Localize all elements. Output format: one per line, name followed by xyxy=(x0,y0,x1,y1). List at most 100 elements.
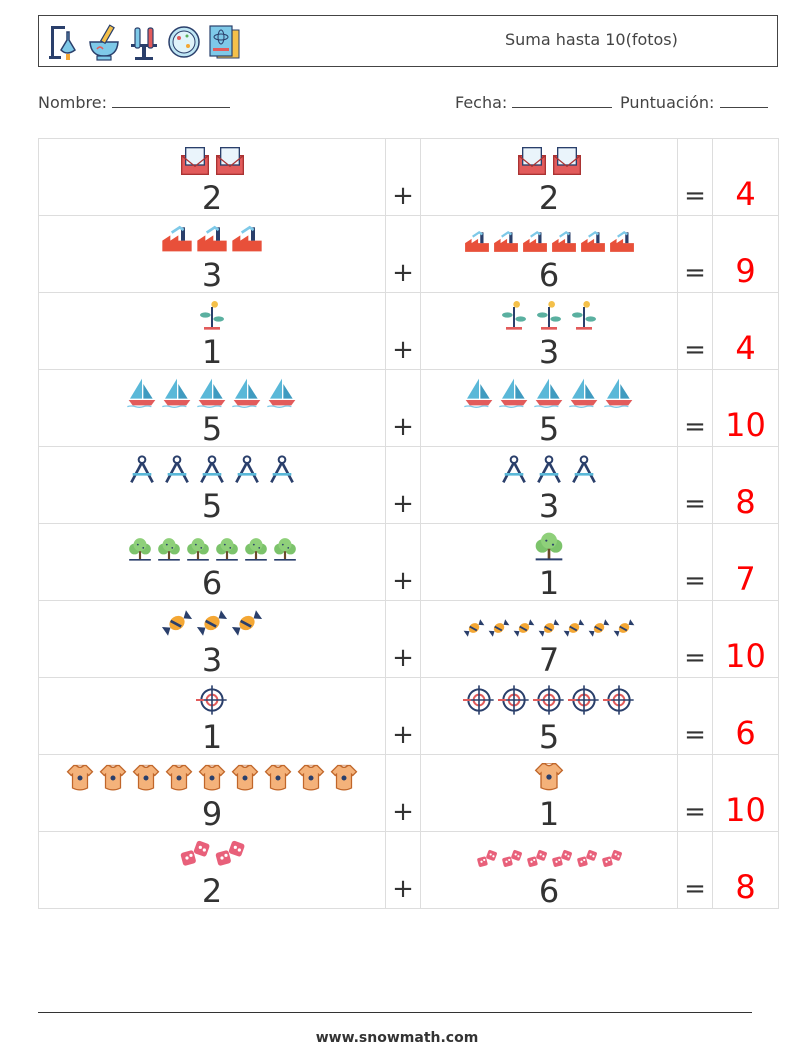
factory-icon xyxy=(464,228,490,258)
addend-b-number: 1 xyxy=(538,564,560,602)
crosshair-icon xyxy=(568,684,600,720)
sailboat-icon xyxy=(196,376,228,412)
factory-icon xyxy=(231,222,263,258)
addend-a-cell: 9 xyxy=(38,754,386,832)
compass-tool-icon xyxy=(126,453,158,489)
addend-a-number: 3 xyxy=(201,256,223,294)
dice-icon xyxy=(214,838,246,874)
envelope-icon xyxy=(516,145,548,181)
tree-icon xyxy=(214,536,240,566)
addend-b-pictures xyxy=(421,607,677,643)
addend-b-number: 2 xyxy=(538,179,560,217)
addend-b-pictures xyxy=(421,145,677,181)
date-line xyxy=(512,93,613,108)
problem-row: 1 + 5 = 6 xyxy=(38,677,779,755)
answer: 10 xyxy=(712,754,779,832)
addend-b-pictures xyxy=(421,761,677,797)
sailboat-icon xyxy=(498,376,530,412)
tree-icon xyxy=(127,536,153,566)
header-box: Suma hasta 10(fotos) xyxy=(38,15,778,67)
answer: 9 xyxy=(712,215,779,293)
compass-tool-icon xyxy=(568,453,600,489)
compass-tool-icon xyxy=(161,453,193,489)
problem-row: 2 + 6 = 8 xyxy=(38,831,779,910)
addend-b-cell: 5 xyxy=(420,677,678,755)
addend-b-number: 1 xyxy=(538,795,560,833)
sailboat-icon xyxy=(126,376,158,412)
baby-onesie-icon xyxy=(230,763,260,797)
candy-icon xyxy=(231,607,263,643)
compass-tool-icon xyxy=(533,453,565,489)
addend-a-cell: 5 xyxy=(38,446,386,525)
baby-onesie-icon xyxy=(197,763,227,797)
equals-sign: = xyxy=(677,446,713,524)
baby-onesie-icon xyxy=(164,763,194,797)
test-tubes-icon xyxy=(131,27,157,60)
addend-a-number: 2 xyxy=(201,179,223,217)
equals-sign: = xyxy=(677,831,713,909)
dice-icon xyxy=(601,848,623,874)
name-label: Nombre: xyxy=(38,93,107,112)
sailboat-icon xyxy=(603,376,635,412)
crosshair-icon xyxy=(603,684,635,720)
addend-b-cell: 5 xyxy=(420,369,678,447)
crosshair-icon xyxy=(196,684,228,720)
addend-a-cell: 2 xyxy=(38,138,386,217)
plus-sign: + xyxy=(385,215,421,293)
addend-a-number: 5 xyxy=(201,487,223,525)
plus-sign: + xyxy=(385,600,421,678)
petri-dish-icon xyxy=(168,26,200,58)
addend-a-cell: 6 xyxy=(38,523,386,601)
plant-icon xyxy=(568,299,600,335)
addend-b-number: 3 xyxy=(538,487,560,525)
addend-b-pictures xyxy=(421,530,677,566)
plant-icon xyxy=(196,299,228,335)
addend-b-number: 6 xyxy=(538,872,560,910)
equals-sign: = xyxy=(677,138,713,216)
addend-a-number: 2 xyxy=(201,872,223,910)
plus-sign: + xyxy=(385,523,421,601)
dice-icon xyxy=(179,838,211,874)
worksheet-title: Suma hasta 10(fotos) xyxy=(505,30,678,49)
tree-icon xyxy=(243,536,269,566)
addend-b-cell: 6 xyxy=(420,215,678,294)
addend-b-cell: 2 xyxy=(420,138,678,217)
addend-b-number: 6 xyxy=(538,256,560,294)
dice-icon xyxy=(526,848,548,874)
equals-sign: = xyxy=(677,369,713,447)
addend-b-cell: 1 xyxy=(420,754,678,833)
baby-onesie-icon xyxy=(263,763,293,797)
problem-row: 5 + 3 = 8 xyxy=(38,446,779,525)
answer: 8 xyxy=(712,446,779,524)
addend-a-pictures xyxy=(39,222,385,258)
equals-sign: = xyxy=(677,677,713,755)
plant-icon xyxy=(498,299,530,335)
addend-a-cell: 1 xyxy=(38,677,386,755)
dice-icon xyxy=(551,848,573,874)
compass-tool-icon xyxy=(196,453,228,489)
addend-a-cell: 5 xyxy=(38,369,386,447)
factory-icon xyxy=(196,222,228,258)
sailboat-icon xyxy=(533,376,565,412)
answer: 7 xyxy=(712,523,779,601)
addend-b-pictures xyxy=(421,222,677,258)
dice-icon xyxy=(476,848,498,874)
footer-url: www.snowmath.com xyxy=(315,1030,479,1046)
candy-icon xyxy=(463,617,485,643)
equals-sign: = xyxy=(677,215,713,293)
addend-b-pictures xyxy=(421,684,677,720)
baby-onesie-icon xyxy=(296,763,326,797)
footer-divider xyxy=(38,1012,752,1013)
problem-row: 6 + 1 = 7 xyxy=(38,523,779,602)
addend-b-cell: 7 xyxy=(420,600,678,679)
addend-a-pictures xyxy=(39,761,385,797)
candy-icon xyxy=(563,617,585,643)
candy-icon xyxy=(513,617,535,643)
sailboat-icon xyxy=(463,376,495,412)
addend-b-number: 7 xyxy=(538,641,560,679)
answer: 4 xyxy=(712,292,779,370)
addend-a-pictures xyxy=(39,607,385,643)
addend-b-pictures xyxy=(421,376,677,412)
equals-sign: = xyxy=(677,754,713,832)
baby-onesie-icon xyxy=(98,763,128,797)
